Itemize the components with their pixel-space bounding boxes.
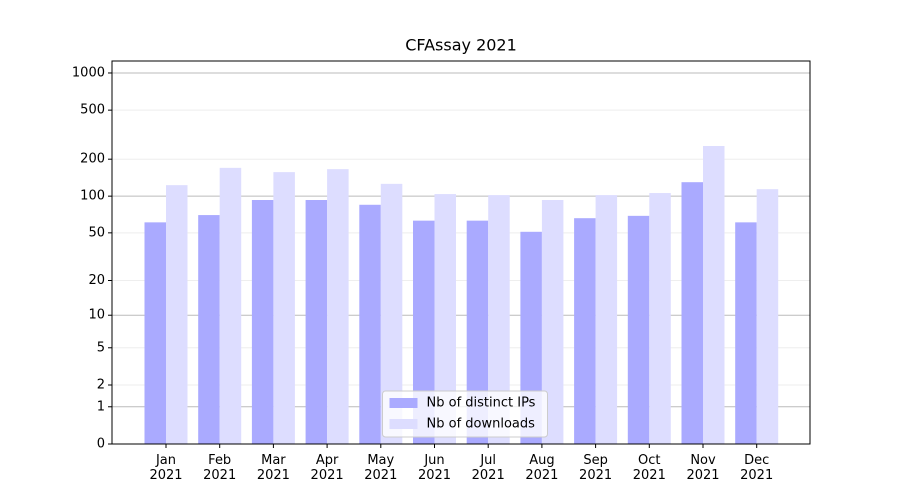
y-tick-label: 100 xyxy=(80,189,105,204)
x-tick-label: Feb 2021 xyxy=(203,453,237,483)
plot-frame xyxy=(111,60,811,445)
x-tick-label: Jun 2021 xyxy=(417,453,452,483)
y-tick-label: 20 xyxy=(88,273,105,288)
bar xyxy=(649,193,671,444)
y-tick-label: 2 xyxy=(97,378,105,393)
legend-label: Nb of downloads xyxy=(427,417,536,432)
bar xyxy=(574,218,596,444)
x-tick-label: Sep 2021 xyxy=(579,453,613,483)
legend-swatch xyxy=(389,398,418,408)
x-tick-label: Jul 2021 xyxy=(471,453,505,483)
legend: Nb of distinct IPs Nb of downloads xyxy=(382,390,548,438)
y-tick-label: 500 xyxy=(80,103,105,118)
bar xyxy=(681,182,703,444)
y-tick-label: 10 xyxy=(88,308,105,323)
y-tick-label: 200 xyxy=(80,152,105,167)
bar xyxy=(735,222,757,444)
y-tick-label: 1000 xyxy=(72,65,105,80)
bar xyxy=(380,183,403,445)
legend-swatch xyxy=(389,419,418,429)
bar xyxy=(198,215,220,444)
bar xyxy=(466,220,489,444)
bar xyxy=(434,194,456,444)
x-tick-label: Dec 2021 xyxy=(740,453,774,483)
x-tick-label: Oct 2021 xyxy=(632,453,666,483)
bar xyxy=(305,200,328,444)
bar xyxy=(144,222,166,444)
legend-label: Nb of distinct IPs xyxy=(427,396,536,411)
bar xyxy=(488,195,510,444)
bar xyxy=(703,145,725,445)
x-tick-label: Apr 2021 xyxy=(310,453,344,483)
y-tick-label: 0 xyxy=(97,437,105,452)
x-tick-label: Aug 2021 xyxy=(525,453,559,483)
bar xyxy=(595,195,618,444)
x-tick-label: Mar 2021 xyxy=(256,453,290,483)
bar xyxy=(756,189,779,444)
bar xyxy=(251,200,274,444)
x-tick-label: Nov 2021 xyxy=(686,453,720,483)
y-tick-label: 5 xyxy=(97,340,105,355)
bar xyxy=(166,185,188,445)
x-tick-label: Jan 2021 xyxy=(149,453,183,483)
x-tick-label: May 2021 xyxy=(364,453,398,483)
y-tick-label: 1 xyxy=(97,399,105,414)
y-tick-label: 50 xyxy=(88,225,105,240)
bar xyxy=(327,169,349,444)
bar xyxy=(627,215,650,444)
bar xyxy=(359,204,381,444)
bar xyxy=(413,220,435,444)
chart-title: CFAssay 2021 xyxy=(405,36,517,55)
bar xyxy=(219,167,242,445)
bar xyxy=(273,172,295,445)
bar xyxy=(541,200,564,444)
legend-box xyxy=(382,390,548,438)
